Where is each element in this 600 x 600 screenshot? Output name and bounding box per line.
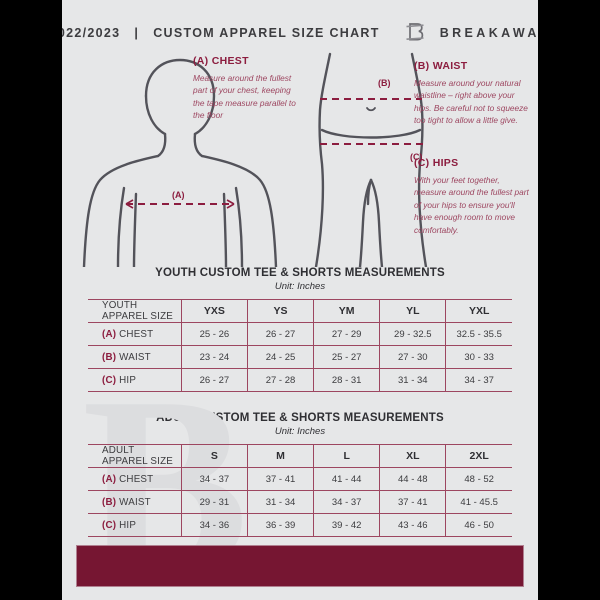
note-waist: (B) WAIST Measure around your natural wa… [414, 60, 532, 127]
youth-header-row: YOUTH APPAREL SIZE YXS YS YM YL YXL [88, 299, 512, 323]
chest-line-label: (A) [172, 190, 185, 200]
adult-size-m: M [247, 444, 315, 468]
page-title: CUSTOM APPAREL SIZE CHART [153, 26, 380, 40]
youth-waist-ym: 25 - 27 [313, 345, 381, 369]
youth-chest-ys: 26 - 27 [247, 322, 315, 346]
youth-table-block: YOUTH CUSTOM TEE & SHORTS MEASUREMENTS U… [88, 267, 512, 392]
adult-row-chest-tag: (A) [102, 473, 117, 485]
adult-header-row: ADULT APPAREL SIZE S M L XL 2XL [88, 444, 512, 468]
youth-size-ym: YM [313, 299, 381, 323]
youth-row-waist-tag: (B) [102, 351, 117, 363]
table-row: (B) WAIST 29 - 31 31 - 34 34 - 37 37 - 4… [88, 490, 512, 514]
youth-row-hip-name: HIP [119, 374, 137, 386]
adult-row-hip-label: (C) HIP [88, 513, 182, 537]
adult-waist-s: 29 - 31 [181, 490, 248, 514]
adult-hip-l: 39 - 42 [313, 513, 381, 537]
table-row: (C) HIP 34 - 36 36 - 39 39 - 42 43 - 46 … [88, 513, 512, 537]
youth-chest-yl: 29 - 32.5 [379, 322, 447, 346]
note-hips-body: With your feet together, measure around … [414, 175, 529, 235]
youth-hip-ys: 27 - 28 [247, 368, 315, 392]
adult-size-2xl: 2XL [445, 444, 512, 468]
adult-waist-xl: 37 - 41 [379, 490, 447, 514]
youth-size-yxl: YXL [445, 299, 512, 323]
adult-chest-2xl: 48 - 52 [445, 467, 512, 491]
note-waist-heading: (B) WAIST [414, 60, 468, 72]
page-header: 2022/2023 | CUSTOM APPAREL SIZE CHART BR… [62, 0, 538, 46]
youth-chest-yxl: 32.5 - 35.5 [445, 322, 512, 346]
youth-row-hip-tag: (C) [102, 374, 117, 386]
adult-hip-xl: 43 - 46 [379, 513, 447, 537]
table-row: (C) HIP 26 - 27 27 - 28 28 - 31 31 - 34 … [88, 368, 512, 392]
adult-hip-s: 34 - 36 [181, 513, 248, 537]
youth-row-chest-name: CHEST [119, 328, 154, 340]
adult-waist-2xl: 41 - 45.5 [445, 490, 512, 514]
adult-chest-l: 41 - 44 [313, 467, 381, 491]
adult-row-waist-label: (B) WAIST [88, 490, 182, 514]
adult-chest-m: 37 - 41 [247, 467, 315, 491]
adult-row-hip-tag: (C) [102, 519, 117, 531]
youth-size-ys: YS [247, 299, 315, 323]
youth-table-unit: Unit: Inches [274, 281, 326, 292]
adult-waist-l: 34 - 37 [313, 490, 381, 514]
footer-banner [76, 545, 524, 587]
adult-waist-m: 31 - 34 [247, 490, 315, 514]
youth-row-chest-label: (A) CHEST [88, 322, 182, 346]
adult-size-table: ADULT APPAREL SIZE S M L XL 2XL (A) CHES… [88, 444, 512, 537]
adult-corner-header: ADULT APPAREL SIZE [88, 444, 182, 468]
breakaway-b-monogram-icon [406, 23, 424, 41]
youth-hip-yxs: 26 - 27 [181, 368, 248, 392]
adult-table-block: ADULT CUSTOM TEE & SHORTS MEASUREMENTS U… [88, 412, 512, 537]
header-separator: | [134, 26, 140, 40]
adult-hip-m: 36 - 39 [247, 513, 315, 537]
waist-line-label: (B) [378, 78, 391, 88]
adult-chest-xl: 44 - 48 [379, 467, 447, 491]
adult-hip-2xl: 46 - 50 [445, 513, 512, 537]
adult-size-l: L [313, 444, 381, 468]
youth-chest-yxs: 25 - 26 [181, 322, 248, 346]
adult-size-xl: XL [379, 444, 447, 468]
body-figures-svg: (A) (B) (C) [82, 52, 428, 267]
youth-corner-header: YOUTH APPAREL SIZE [88, 299, 182, 323]
size-chart-page: B 2022/2023 | CUSTOM APPAREL SIZE CHART … [62, 0, 538, 600]
adult-row-chest-label: (A) CHEST [88, 467, 182, 491]
note-hips: (C) HIPS With your feet together, measur… [414, 157, 532, 236]
youth-waist-ys: 24 - 25 [247, 345, 315, 369]
adult-row-waist-tag: (B) [102, 496, 117, 508]
youth-hip-yl: 31 - 34 [379, 368, 447, 392]
youth-hip-ym: 28 - 31 [313, 368, 381, 392]
table-row: (A) CHEST 25 - 26 26 - 27 27 - 29 29 - 3… [88, 322, 512, 346]
youth-row-waist-name: WAIST [119, 351, 151, 363]
youth-table-title: YOUTH CUSTOM TEE & SHORTS MEASUREMENTS [155, 267, 445, 279]
note-hips-heading: (C) HIPS [414, 157, 459, 169]
adult-size-s: S [181, 444, 248, 468]
youth-row-chest-tag: (A) [102, 328, 117, 340]
note-chest-body: Measure around the fullest part of your … [193, 73, 296, 121]
brand-name: BREAKAWAY [439, 26, 538, 40]
youth-hip-yxl: 34 - 37 [445, 368, 512, 392]
youth-size-table: YOUTH APPAREL SIZE YXS YS YM YL YXL (A) … [88, 299, 512, 392]
table-row: (B) WAIST 23 - 24 24 - 25 25 - 27 27 - 3… [88, 345, 512, 369]
chest-measure-line [125, 199, 235, 209]
youth-waist-yl: 27 - 30 [379, 345, 447, 369]
youth-row-hip-label: (C) HIP [88, 368, 182, 392]
note-chest: (A) CHEST Measure around the fullest par… [193, 55, 303, 122]
note-chest-heading: (A) CHEST [193, 55, 249, 67]
youth-waist-yxs: 23 - 24 [181, 345, 248, 369]
youth-row-waist-label: (B) WAIST [88, 345, 182, 369]
youth-size-yl: YL [379, 299, 447, 323]
adult-row-chest-name: CHEST [119, 473, 154, 485]
youth-size-yxs: YXS [181, 299, 248, 323]
adult-table-unit: Unit: Inches [274, 426, 326, 437]
adult-chest-s: 34 - 37 [181, 467, 248, 491]
table-row: (A) CHEST 34 - 37 37 - 41 41 - 44 44 - 4… [88, 467, 512, 491]
youth-waist-yxl: 30 - 33 [445, 345, 512, 369]
note-waist-body: Measure around your natural waistline – … [414, 78, 528, 126]
measurement-diagram: (A) (B) (C) [62, 52, 538, 267]
season-label: 2022/2023 [62, 26, 121, 40]
adult-row-waist-name: WAIST [119, 496, 151, 508]
youth-chest-ym: 27 - 29 [313, 322, 381, 346]
adult-table-title: ADULT CUSTOM TEE & SHORTS MEASUREMENTS [156, 412, 444, 424]
hip-line-label: (C) [410, 152, 423, 162]
adult-row-hip-name: HIP [119, 519, 137, 531]
